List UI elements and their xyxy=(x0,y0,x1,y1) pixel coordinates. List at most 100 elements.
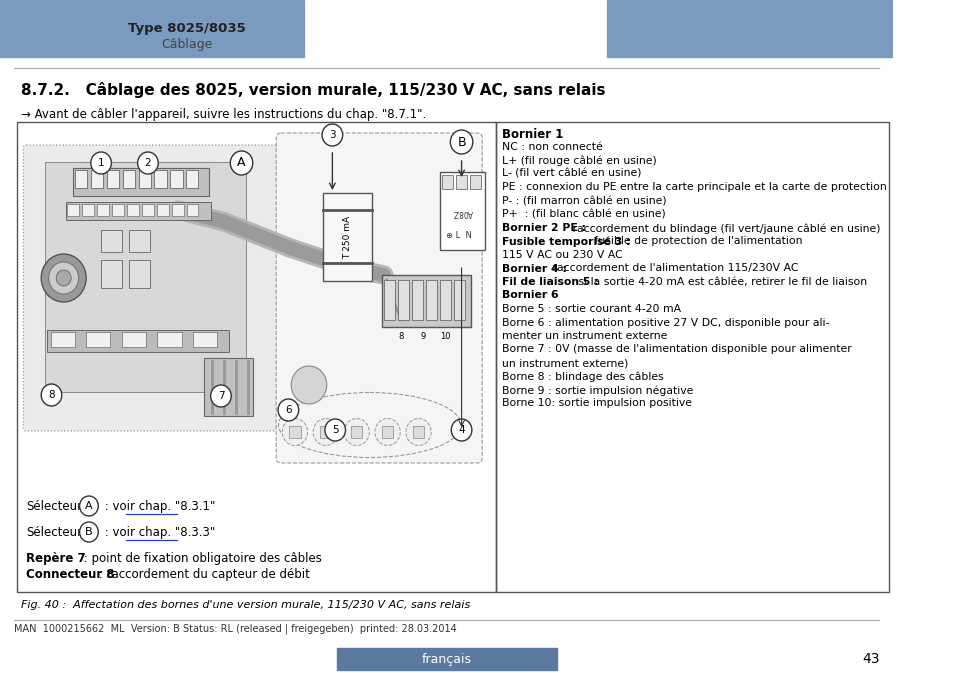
Bar xyxy=(381,426,393,438)
Text: PE : connexion du PE entre la carte principale et la carte de protection: PE : connexion du PE entre la carte prin… xyxy=(501,182,885,192)
Text: P+  : (fil blanc câblé en usine): P+ : (fil blanc câblé en usine) xyxy=(501,209,665,219)
Bar xyxy=(86,332,111,347)
Text: B: B xyxy=(85,527,92,537)
Text: : point de fixation obligatoire des câbles: : point de fixation obligatoire des câbl… xyxy=(79,552,321,565)
Circle shape xyxy=(91,152,112,174)
Text: : raccordement du capteur de débit: : raccordement du capteur de débit xyxy=(95,568,310,581)
Bar xyxy=(186,170,198,188)
Circle shape xyxy=(79,496,98,516)
Circle shape xyxy=(137,152,158,174)
Bar xyxy=(51,332,75,347)
Circle shape xyxy=(211,385,231,407)
Text: A: A xyxy=(85,501,92,511)
Text: français: français xyxy=(421,653,471,666)
Circle shape xyxy=(322,124,342,146)
Text: Borne 9 : sortie impulsion négative: Borne 9 : sortie impulsion négative xyxy=(501,385,693,396)
Text: Borne 6 : alimentation positive 27 V DC, disponible pour ali-: Borne 6 : alimentation positive 27 V DC,… xyxy=(501,318,828,328)
Text: Fusible temporisé 3 :: Fusible temporisé 3 : xyxy=(501,236,630,247)
Bar xyxy=(142,204,153,216)
Text: Bornier 1: Bornier 1 xyxy=(501,128,562,141)
Bar xyxy=(73,168,209,196)
Bar xyxy=(289,426,300,438)
Bar xyxy=(172,204,183,216)
Text: menter un instrument externe: menter un instrument externe xyxy=(501,331,666,341)
Text: FLUID CONTROL SYSTEMS: FLUID CONTROL SYSTEMS xyxy=(657,48,756,57)
Bar xyxy=(351,426,362,438)
Text: Borne 7 : 0V (masse de l'alimentation disponible pour alimenter: Borne 7 : 0V (masse de l'alimentation di… xyxy=(501,345,851,355)
Text: 2: 2 xyxy=(145,158,152,168)
Bar xyxy=(138,170,151,188)
Text: Sélecteur: Sélecteur xyxy=(26,526,82,539)
Text: 8: 8 xyxy=(49,390,54,400)
Text: Câblage: Câblage xyxy=(161,38,213,51)
Bar xyxy=(496,122,888,592)
Ellipse shape xyxy=(313,419,338,446)
Bar xyxy=(470,175,480,189)
Bar xyxy=(82,204,93,216)
Bar xyxy=(75,170,87,188)
Ellipse shape xyxy=(282,419,307,446)
Circle shape xyxy=(325,419,345,441)
Bar xyxy=(413,426,424,438)
Text: Repère 7: Repère 7 xyxy=(26,552,86,565)
Text: B: B xyxy=(456,135,465,149)
Bar xyxy=(439,280,451,320)
Text: Type 8025/8035: Type 8025/8035 xyxy=(129,22,246,35)
Text: fusible de protection de l'alimentation: fusible de protection de l'alimentation xyxy=(590,236,801,246)
Text: 8: 8 xyxy=(397,332,403,341)
Bar xyxy=(157,332,181,347)
Bar xyxy=(101,260,122,288)
Text: Connecteur 8: Connecteur 8 xyxy=(26,568,114,581)
Text: Bornier 2 PE :: Bornier 2 PE : xyxy=(501,223,585,233)
Circle shape xyxy=(41,254,86,302)
Bar xyxy=(66,202,211,220)
Text: Borne 8 : blindage des câbles: Borne 8 : blindage des câbles xyxy=(501,371,663,382)
Text: L+ (fil rouge câblé en usine): L+ (fil rouge câblé en usine) xyxy=(501,155,656,166)
Circle shape xyxy=(450,130,473,154)
Bar xyxy=(381,275,471,327)
Bar xyxy=(122,332,146,347)
Bar xyxy=(412,280,423,320)
Text: ⊕ L  N: ⊕ L N xyxy=(445,232,471,240)
Text: 3: 3 xyxy=(329,130,335,140)
Text: Borne 10: sortie impulsion positive: Borne 10: sortie impulsion positive xyxy=(501,398,691,409)
Circle shape xyxy=(56,270,71,286)
FancyBboxPatch shape xyxy=(24,145,279,431)
Text: L- (fil vert câblé en usine): L- (fil vert câblé en usine) xyxy=(501,169,640,179)
Text: un instrument externe): un instrument externe) xyxy=(501,358,628,368)
Text: raccordement du blindage (fil vert/jaune câblé en usine): raccordement du blindage (fil vert/jaune… xyxy=(569,223,880,234)
Bar xyxy=(0,0,303,57)
Bar xyxy=(397,280,409,320)
Text: : voir chap. "8.3.1": : voir chap. "8.3.1" xyxy=(101,500,215,513)
Text: Sélecteur: Sélecteur xyxy=(26,500,82,513)
Bar xyxy=(187,204,198,216)
Bar xyxy=(607,0,892,57)
Bar xyxy=(17,122,496,592)
Text: MAN  1000215662  ML  Version: B Status: RL (released | freigegeben)  printed: 28: MAN 1000215662 ML Version: B Status: RL … xyxy=(14,624,456,635)
Text: Fig. 40 :  Affectation des bornes d'une version murale, 115/230 V AC, sans relai: Fig. 40 : Affectation des bornes d'une v… xyxy=(21,600,470,610)
Text: → Avant de câbler l'appareil, suivre les instructions du chap. "8.7.1".: → Avant de câbler l'appareil, suivre les… xyxy=(21,108,425,121)
Bar xyxy=(454,280,465,320)
Text: A08Z: A08Z xyxy=(452,207,472,217)
Bar xyxy=(68,204,78,216)
FancyBboxPatch shape xyxy=(276,133,481,463)
Bar xyxy=(112,204,124,216)
Bar xyxy=(323,193,372,281)
Bar xyxy=(193,332,217,347)
Bar xyxy=(45,162,246,392)
Bar xyxy=(441,175,453,189)
Ellipse shape xyxy=(344,419,369,446)
Text: NC : non connecté: NC : non connecté xyxy=(501,142,602,152)
Text: Borne 5 : sortie courant 4-20 mA: Borne 5 : sortie courant 4-20 mA xyxy=(501,304,680,314)
Bar xyxy=(129,260,150,288)
Ellipse shape xyxy=(375,419,400,446)
Text: 4: 4 xyxy=(457,425,464,435)
Text: T 250 mA: T 250 mA xyxy=(342,215,352,258)
Circle shape xyxy=(49,262,78,294)
Bar xyxy=(171,170,182,188)
Bar xyxy=(107,170,119,188)
Bar xyxy=(47,330,229,352)
Text: si la sortie 4-20 mA est câblée, retirer le fil de liaison: si la sortie 4-20 mA est câblée, retirer… xyxy=(575,277,866,287)
Text: Bornier 6: Bornier 6 xyxy=(501,291,558,301)
Text: 5: 5 xyxy=(332,425,338,435)
